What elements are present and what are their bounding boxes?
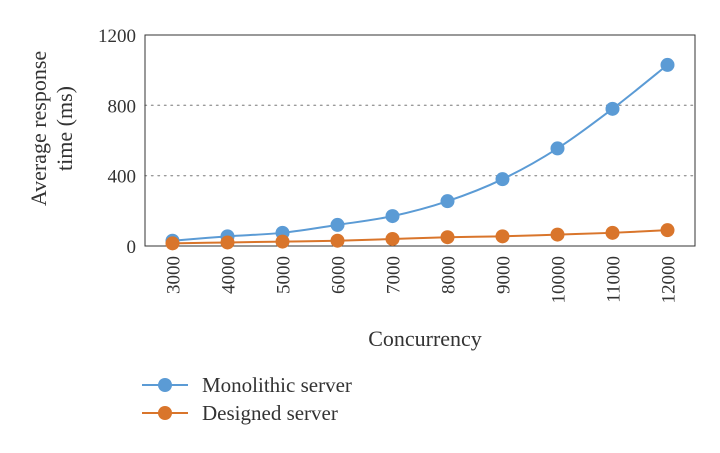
- y-axis-title-line: Average response: [26, 51, 51, 206]
- legend-marker: [158, 378, 172, 392]
- x-tick-label: 9000: [494, 256, 515, 294]
- data-point: [385, 231, 400, 246]
- y-tick-label: 1200: [98, 26, 136, 47]
- x-tick-label: 5000: [274, 256, 295, 294]
- y-tick-label: 800: [108, 96, 137, 117]
- legend-label: Designed server: [202, 401, 338, 425]
- x-axis-title: Concurrency: [368, 326, 482, 351]
- data-point: [495, 229, 510, 244]
- data-point: [550, 227, 565, 242]
- x-tick-label: 8000: [439, 256, 460, 294]
- data-point: [605, 101, 620, 116]
- y-tick-label: 400: [108, 167, 137, 188]
- data-point: [275, 234, 290, 249]
- x-tick-label: 11000: [604, 256, 625, 303]
- series-line: [172, 229, 668, 245]
- data-point: [330, 233, 345, 248]
- y-tick-label: 0: [127, 237, 137, 258]
- x-axis-ticks: 3000 4000 5000 6000 7000 8000 9000 10000 11000 12…: [164, 256, 680, 304]
- x-tick-label: 3000: [164, 256, 185, 294]
- y-axis-title: Average responsetime (ms): [26, 51, 77, 206]
- data-point: [330, 217, 345, 232]
- data-point: [495, 172, 510, 187]
- data-point: [660, 57, 675, 72]
- series-1: [165, 57, 675, 248]
- y-axis-title-line: time (ms): [52, 86, 77, 171]
- legend-item: Designed server: [142, 401, 338, 425]
- data-point: [660, 223, 675, 238]
- x-tick-label: 4000: [219, 256, 240, 294]
- data-point: [605, 225, 620, 240]
- x-tick-label: 6000: [329, 256, 350, 294]
- x-tick-label: 7000: [384, 256, 405, 294]
- data-point: [550, 141, 565, 156]
- y-axis-ticks: 0 400 800 1200: [98, 26, 136, 258]
- x-tick-label: 12000: [659, 256, 680, 304]
- legend-item: Monolithic server: [142, 373, 352, 397]
- series-2: [165, 223, 675, 251]
- legend-marker: [158, 406, 172, 420]
- data-point: [385, 209, 400, 224]
- data-point: [220, 235, 235, 250]
- series-layer: [165, 57, 675, 251]
- legend: Monolithic server Designed server: [142, 373, 352, 425]
- data-point: [165, 236, 180, 251]
- data-point: [440, 194, 455, 209]
- data-point: [440, 230, 455, 245]
- plot-area-frame: [144, 34, 696, 247]
- series-line: [172, 64, 669, 242]
- x-tick-label: 10000: [549, 256, 570, 304]
- legend-label: Monolithic server: [202, 373, 352, 397]
- grid-lines: [144, 104, 696, 177]
